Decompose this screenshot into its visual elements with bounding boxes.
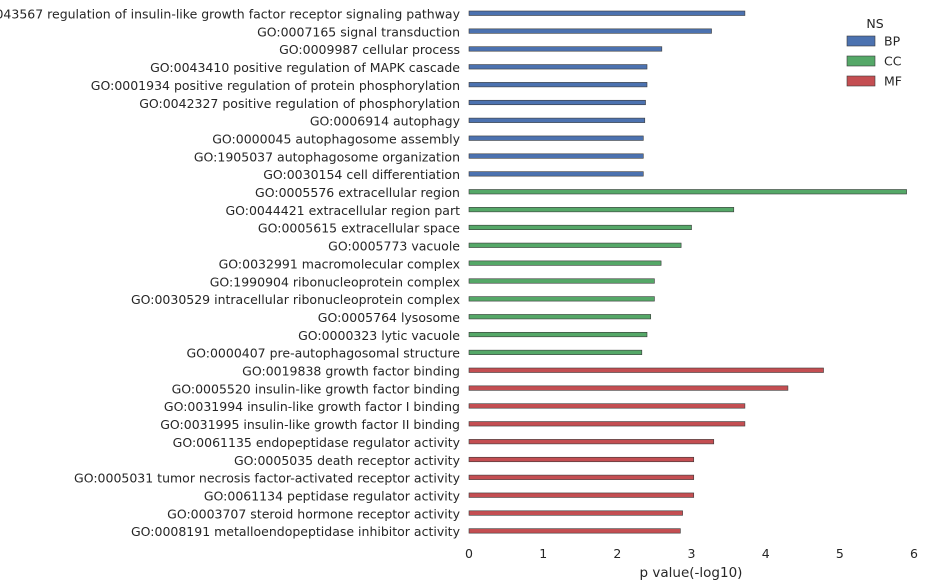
bar-group	[468, 10, 907, 534]
x-axis-title: p value(-log10)	[640, 565, 743, 581]
category-label: GO:0044421 extracellular region part	[225, 203, 460, 218]
bar-cc	[468, 260, 662, 266]
category-label: GO:0003707 steroid hormone receptor acti…	[167, 506, 460, 521]
bar-bp	[468, 10, 746, 16]
bar-cc	[468, 314, 652, 320]
category-label: GO:0005035 death receptor activity	[234, 453, 461, 468]
category-label: GO:0032991 macromolecular complex	[219, 256, 460, 271]
category-label: GO:0005764 lysosome	[318, 310, 461, 325]
category-label: GO:0009987 cellular process	[279, 42, 460, 57]
x-tick-label: 1	[539, 546, 547, 561]
x-tick-label: 4	[762, 546, 770, 561]
category-label: GO:0030529 intracellular ribonucleoprote…	[131, 292, 460, 307]
category-label: GO:0043567 regulation of insulin-like gr…	[0, 7, 461, 22]
category-label: GO:0008191 metalloendopeptidase inhibito…	[131, 524, 461, 539]
category-labels: GO:0043567 regulation of insulin-like gr…	[0, 7, 461, 540]
legend-label-mf: MF	[884, 74, 902, 89]
category-label: GO:0005520 insulin-like growth factor bi…	[172, 381, 460, 396]
bar-mf	[468, 528, 681, 534]
bar-mf	[468, 474, 695, 480]
bar-cc	[468, 224, 692, 230]
x-tick-label: 2	[613, 546, 621, 561]
bar-cc	[468, 331, 648, 338]
category-label: GO:0061135 endopeptidase regulator activ…	[173, 435, 461, 450]
category-label: GO:1990904 ribonucleoprotein complex	[210, 274, 460, 289]
x-axis-ticks: 0 1 2 3 4 5 6	[465, 546, 918, 561]
legend: NS BP CC MF	[846, 16, 902, 89]
bar-bp	[468, 99, 646, 106]
category-label: GO:0043410 positive regulation of MAPK c…	[150, 60, 460, 75]
category-label: GO:0005773 vacuole	[328, 239, 460, 254]
category-label: GO:0007165 signal transduction	[257, 24, 460, 39]
bar-mf	[468, 439, 715, 445]
x-tick-label: 6	[910, 546, 918, 561]
legend-label-cc: CC	[884, 54, 902, 69]
category-label: GO:0061134 peptidase regulator activity	[204, 488, 461, 503]
category-label: GO:0030154 cell differentiation	[263, 167, 460, 182]
category-label: GO:0000045 autophagosome assembly	[212, 131, 460, 146]
category-label: GO:0000407 pre-autophagosomal structure	[186, 346, 460, 361]
legend-entries: BP CC MF	[846, 34, 902, 89]
bar-bp	[468, 28, 712, 34]
bar-mf	[468, 385, 789, 391]
bar-mf	[468, 492, 695, 498]
bar-mf	[468, 510, 683, 516]
category-label: GO:0042327 positive regulation of phosph…	[139, 96, 460, 111]
bar-bp	[468, 153, 644, 159]
category-label: GO:0031995 insulin-like growth factor II…	[160, 417, 460, 432]
bar-bp	[468, 135, 644, 141]
category-label: GO:1905037 autophagosome organization	[194, 149, 460, 164]
bar-cc	[468, 349, 643, 355]
legend-swatch-mf	[846, 75, 876, 87]
category-label: GO:0019838 growth factor binding	[242, 364, 460, 379]
x-tick-label: 0	[465, 546, 473, 561]
bar-bp	[468, 171, 644, 177]
bar-mf	[468, 403, 746, 409]
legend-swatch-cc	[846, 55, 876, 67]
bar-cc	[468, 207, 735, 213]
bar-bp	[468, 82, 648, 88]
bar-mf	[468, 367, 824, 373]
bar-bp	[468, 46, 663, 52]
bar-cc	[468, 189, 907, 195]
category-label: GO:0005576 extracellular region	[255, 185, 460, 200]
bar-cc	[468, 278, 655, 284]
category-label: GO:0031994 insulin-like growth factor I …	[164, 399, 460, 414]
bar-mf	[468, 456, 695, 463]
category-label: GO:0005615 extracellular space	[258, 221, 460, 236]
bar-bp	[468, 64, 648, 70]
legend-label-bp: BP	[884, 34, 901, 49]
category-label: GO:0006914 autophagy	[310, 114, 461, 129]
legend-swatch-bp	[846, 35, 876, 47]
x-tick-label: 5	[836, 546, 844, 561]
bar-bp	[468, 117, 646, 123]
bar-cc	[468, 296, 655, 302]
category-label: GO:0001934 positive regulation of protei…	[91, 78, 460, 93]
category-label: GO:0005031 tumor necrosis factor-activat…	[74, 471, 461, 486]
bar-cc	[468, 242, 682, 248]
x-tick-label: 3	[688, 546, 696, 561]
legend-title: NS	[866, 16, 883, 31]
category-label: GO:0000323 lytic vacuole	[298, 328, 460, 343]
bar-mf	[468, 421, 746, 427]
